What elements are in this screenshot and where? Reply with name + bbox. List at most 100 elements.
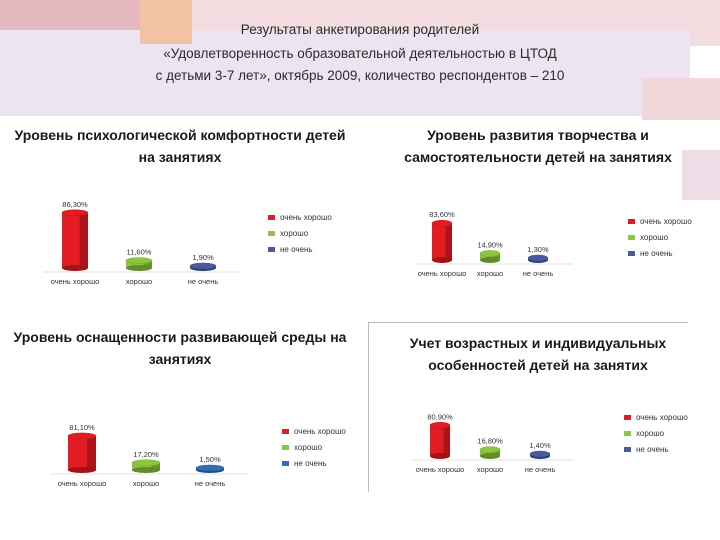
bar-2 [131, 459, 161, 473]
category-label: не очень [525, 465, 556, 474]
legend-label: хорошо [640, 233, 669, 242]
value-label: 83,60% [429, 210, 455, 219]
category-label: не очень [188, 277, 219, 286]
legend-label: очень хорошо [636, 413, 688, 422]
bar-bottom-cap [480, 453, 500, 459]
bar-3 [195, 464, 225, 473]
bar-2 [125, 257, 153, 271]
category-label: хорошо [133, 479, 159, 488]
bar-top-cap [67, 432, 97, 440]
bar-1 [431, 219, 453, 263]
bar-bottom-cap [480, 257, 500, 263]
bar-1 [67, 432, 97, 473]
bar-top-cap [479, 446, 501, 453]
legend-swatch [624, 447, 631, 452]
chart-panel-equipment: Уровень оснащенности развивающей среды н… [10, 322, 350, 522]
bar-top-cap [195, 464, 225, 472]
bar-top-cap [131, 459, 161, 467]
accent-block-peach [140, 0, 192, 44]
accent-block-rose [0, 0, 140, 30]
category-label: хорошо [126, 277, 152, 286]
value-label: 80,90% [427, 412, 453, 421]
chart-svg: 83,60% очень хорошо 14,90% хорошо 1,30% не оч… [414, 210, 692, 278]
legend-swatch [624, 415, 631, 420]
legend-label: очень хорошо [294, 427, 346, 436]
bar-shade [143, 260, 152, 268]
chart-panel-creativity: Уровень развития творчества и самостояте… [368, 120, 708, 320]
bar-shade [151, 462, 160, 470]
category-label: очень хорошо [51, 277, 100, 286]
bar-3 [189, 262, 217, 271]
bar-top-cap [189, 262, 217, 270]
bar-shade [79, 212, 88, 268]
bar-top-cap [429, 422, 451, 429]
header-line-1: Результаты анкетирования родителей [240, 22, 480, 37]
bar-shade [443, 425, 450, 456]
bar-1 [61, 209, 89, 271]
bar-shade [87, 435, 96, 470]
value-label: 1,50% [199, 455, 221, 464]
bar-2 [479, 446, 501, 459]
value-label: 81,10% [69, 423, 95, 432]
value-label: 86,30% [62, 200, 88, 209]
legend-swatch [628, 235, 635, 240]
legend-label: не очень [280, 245, 313, 254]
legend-swatch [282, 429, 289, 434]
accent-block-rose-right [642, 78, 720, 120]
category-label: хорошо [477, 269, 503, 278]
legend-label: очень хорошо [640, 217, 692, 226]
chart-svg: 81,10% очень хорошо 17,20% хорошо 1,50% не оч… [50, 423, 346, 488]
header-line-3: с детьми 3-7 лет», октябрь 2009, количес… [155, 68, 565, 83]
bar-top-cap [529, 450, 551, 458]
bar-top-cap [125, 257, 153, 264]
bar-shade [493, 253, 500, 260]
accent-block-mauve-right [682, 150, 720, 200]
bar-top-cap [61, 209, 89, 217]
category-label: очень хорошо [416, 465, 465, 474]
legend-label: хорошо [636, 429, 665, 438]
value-label: 1,30% [527, 245, 549, 254]
legend-swatch [268, 231, 275, 236]
header-band-lilac [0, 30, 690, 116]
header-line-2: «Удовлетворенность образовательной деяте… [163, 46, 557, 61]
value-label: 1,40% [529, 441, 551, 450]
panel-border-top [368, 322, 688, 323]
legend-label: очень хорошо [280, 213, 332, 222]
bar-3 [527, 254, 549, 263]
bar-bottom-cap [430, 453, 450, 459]
legend-swatch [268, 247, 275, 252]
legend-swatch [282, 461, 289, 466]
chart-svg: 86,30% очень хорошо 11,60% хорошо 1,90% не оч… [44, 200, 332, 286]
legend-swatch [268, 215, 275, 220]
bar-1 [429, 422, 451, 459]
legend-swatch [282, 445, 289, 450]
bar-bottom-cap [126, 265, 152, 271]
value-label: 1,90% [192, 253, 214, 262]
chart-title: Учет возрастных и индивидуальных особенн… [409, 335, 667, 373]
bar-top-cap [527, 254, 549, 262]
bar-bottom-cap [132, 467, 160, 473]
legend-label: не очень [636, 445, 669, 454]
legend-label: не очень [294, 459, 327, 468]
legend-swatch [628, 251, 635, 256]
chart-svg: 80,90% очень хорошо 16,80% хорошо 1,40% не оч… [412, 412, 688, 474]
chart-title: Уровень психологической комфортности дет… [14, 127, 346, 165]
category-label: хорошо [477, 465, 503, 474]
category-label: очень хорошо [418, 269, 467, 278]
bar-bottom-cap [432, 257, 452, 263]
bar-2 [479, 250, 501, 263]
bar-shade [445, 223, 452, 260]
bar-body [132, 462, 160, 470]
legend-swatch [624, 431, 631, 436]
value-label: 16,80% [477, 437, 503, 446]
value-label: 11,60% [127, 248, 152, 257]
bar-bottom-cap [68, 467, 96, 473]
category-label: не очень [523, 269, 554, 278]
value-label: 14,90% [477, 240, 503, 249]
slide-header: Результаты анкетирования родителей «Удов… [0, 0, 720, 118]
chart-panel-comfort: Уровень психологической комфортности дет… [10, 120, 350, 320]
legend-label: не очень [640, 249, 673, 258]
chart-title: Уровень развития творчества и самостояте… [404, 127, 672, 165]
category-label: очень хорошо [58, 479, 107, 488]
value-label: 17,20% [133, 450, 159, 459]
